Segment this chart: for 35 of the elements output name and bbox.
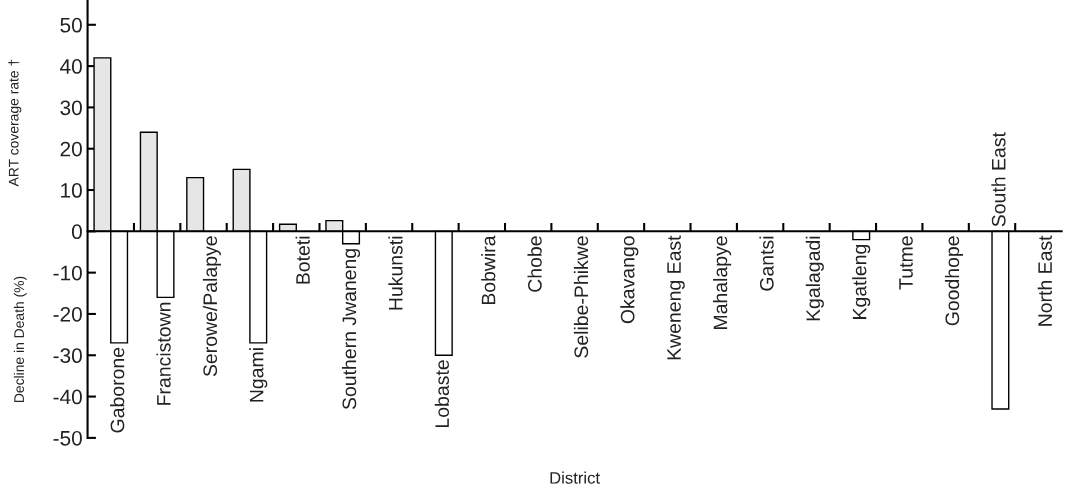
x-tick-label: Gantsi bbox=[759, 236, 774, 291]
x-tick-label: Okavango bbox=[620, 236, 639, 324]
text: Decline in Death (%) bbox=[13, 276, 27, 403]
x-tick-label: Southern Jwaneng bbox=[341, 249, 361, 410]
x-tick-label: Francistown bbox=[156, 302, 171, 405]
x-tick-label: Ngami bbox=[249, 348, 268, 402]
x-tick-label: Serowe/Palapye bbox=[202, 236, 221, 377]
y-tick-label: -50 bbox=[53, 430, 82, 446]
x-tick-label: North East bbox=[1037, 235, 1052, 326]
x-tick-label: South East bbox=[991, 132, 1006, 227]
x-tick-label: Kgalagadi bbox=[805, 236, 824, 321]
y-axis-title: ART coverage rate † bbox=[8, 59, 22, 187]
y-tick-label: -10 bbox=[53, 265, 82, 281]
x-tick-label: Mahalapye bbox=[713, 236, 732, 329]
x-tick-label: Goodhope bbox=[944, 236, 964, 326]
x-tick-label: Kgatleng bbox=[852, 244, 871, 319]
y-tick-label: -30 bbox=[53, 348, 82, 364]
y-tick-label: 10 bbox=[61, 183, 82, 198]
x-tick-label: Tutme bbox=[899, 236, 913, 290]
y-tick-label: -40 bbox=[53, 389, 82, 405]
x-tick-label: Hukunsti bbox=[388, 236, 403, 310]
y-tick-label: 30 bbox=[60, 100, 82, 116]
y-tick-label: 50 bbox=[60, 17, 82, 33]
x-tick-label: Bobwira bbox=[481, 235, 496, 305]
y-tick-label: 40 bbox=[60, 59, 82, 74]
y-tick-label: 20 bbox=[60, 141, 82, 157]
x-tick-label: Boteti bbox=[295, 236, 310, 284]
y-tick-label: 0 bbox=[71, 224, 82, 240]
x-tick-label: Gaborone bbox=[110, 347, 125, 433]
x-tick-label: Selibe-Phikwe bbox=[573, 236, 589, 358]
x-tick-label: Lobaste bbox=[434, 360, 450, 427]
y-tick-label: -20 bbox=[53, 306, 82, 322]
x-axis-title: District bbox=[550, 471, 600, 484]
x-tick-label: Kweneng East bbox=[667, 235, 685, 360]
x-tick-label: Chobe bbox=[527, 236, 542, 292]
